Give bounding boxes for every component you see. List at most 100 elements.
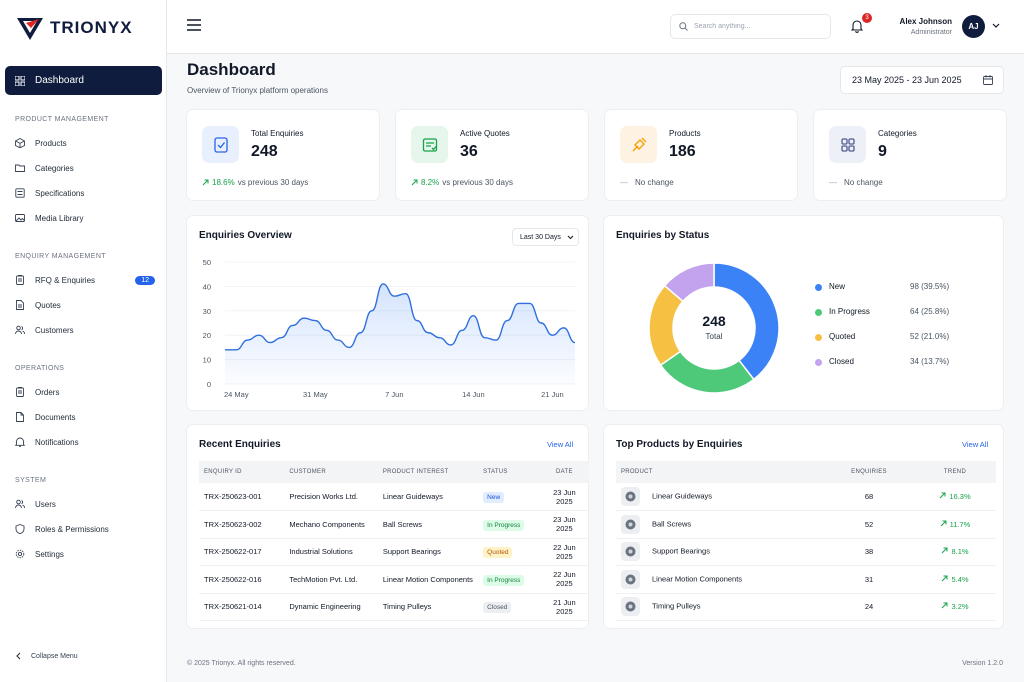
search-box[interactable] (670, 14, 831, 39)
categories-grid-icon (840, 137, 855, 152)
notifications-bell-icon[interactable] (851, 19, 863, 33)
table-row[interactable]: TRX-250621-014 Dynamic Engineering Timing … (199, 593, 589, 621)
legend-value: 64 (25.8%) (910, 307, 950, 316)
avatar[interactable]: AJ (962, 15, 985, 38)
top-products-view-all-link[interactable]: View All (962, 440, 989, 449)
brand-logo[interactable]: TRIONYX (16, 14, 133, 42)
sidebar-section-title: ENQUIRY MANAGEMENT (15, 253, 106, 260)
legend-item: In Progress 64 (25.8%) (815, 307, 985, 319)
user-name[interactable]: Alex Johnson (899, 17, 952, 26)
recent-view-all-link[interactable]: View All (547, 440, 574, 449)
collapse-menu-button[interactable]: Collapse Menu (15, 652, 78, 660)
trend-cell: 5.4% (914, 565, 996, 594)
enquiries-by-status-card: Enquiries by Status 248 Total New 98 (39.… (603, 215, 1004, 411)
column-header: DATE (539, 461, 589, 483)
enquiries-overview-title: Enquiries Overview (199, 230, 292, 241)
product-thumbnail-icon (621, 542, 640, 562)
table-row[interactable]: Support Bearings 38 8.1% (616, 538, 996, 566)
sidebar-item-orders[interactable]: Orders (15, 384, 155, 400)
stat-card-active-quotes[interactable]: Active Quotes 36 8.2% vs previous 30 days (395, 109, 589, 201)
trend-up-arrow-icon (942, 575, 948, 582)
sidebar-item-documents[interactable]: Documents (15, 409, 155, 425)
date-range-picker[interactable]: 23 May 2025 - 23 Jun 2025 (840, 66, 1004, 94)
sidebar-item-settings[interactable]: Settings (15, 546, 155, 562)
table-row[interactable]: TRX-250622-016 TechMotion Pvt. Ltd. Linear… (199, 565, 589, 594)
trend-up-arrow-icon (942, 602, 948, 609)
x-tick-label: 31 May (303, 390, 328, 399)
part-icon (625, 601, 636, 612)
footer-version: Version 1.2.0 (962, 660, 1003, 667)
status-badge: In Progress (483, 519, 525, 531)
donut-total-label: Total (705, 332, 723, 341)
product-thumbnail-icon (621, 597, 640, 617)
sidebar-item-products[interactable]: Products (15, 135, 155, 151)
sidebar-item-dashboard[interactable]: Dashboard (5, 66, 162, 95)
enquiry-date: 22 Jun 2025 (539, 538, 589, 566)
shield-icon (15, 524, 25, 534)
stat-icon-tile (411, 126, 448, 163)
recent-enquiries-title: Recent Enquiries (199, 439, 281, 450)
top-products-title: Top Products by Enquiries (616, 439, 743, 450)
sidebar-item-customers[interactable]: Customers (15, 322, 155, 338)
enquiry-id: TRX-250621-014 (199, 593, 285, 621)
chevron-down-icon[interactable] (992, 23, 1000, 29)
sidebar-section-title: PRODUCT MANAGEMENT (15, 116, 109, 123)
table-row[interactable]: TRX-250623-001 Precision Works Ltd. Linear… (199, 483, 589, 511)
sidebar-item-label: Products (35, 138, 67, 148)
stat-change-percent: 8.2% (421, 178, 440, 187)
table-row[interactable]: Linear Guideways 68 16.3% (616, 483, 996, 511)
sidebar-item-users[interactable]: Users (15, 496, 155, 512)
search-icon (679, 22, 688, 31)
x-tick-label: 7 Jun (385, 390, 403, 399)
sidebar-item-categories[interactable]: Categories (15, 160, 155, 176)
sidebar-item-label: Users (35, 499, 56, 509)
sidebar-item-roles-permissions[interactable]: Roles & Permissions (15, 521, 155, 537)
bell-icon (15, 437, 25, 447)
part-icon (625, 546, 636, 557)
status-cell: In Progress (478, 510, 540, 539)
table-row[interactable]: Timing Pulleys 24 3.2% (616, 593, 996, 621)
table-row[interactable]: Ball Screws 52 11.7% (616, 510, 996, 539)
gear-icon (15, 549, 25, 559)
sidebar-section-title: OPERATIONS (15, 365, 65, 372)
sidebar-item-quotes[interactable]: Quotes (15, 297, 155, 313)
trend-value: 3.2% (951, 602, 969, 612)
enquiry-count: 52 (824, 510, 914, 539)
product-cell: Linear Motion Components (616, 565, 824, 594)
status-cell: Quoted (478, 538, 540, 566)
chevron-down-icon (567, 235, 574, 239)
table-row[interactable]: Linear Motion Components 31 5.4% (616, 565, 996, 594)
stat-card-categories[interactable]: Categories 9 — No change (813, 109, 1007, 201)
series-line (225, 283, 576, 351)
stat-icon-tile (202, 126, 239, 163)
chevron-left-icon (16, 652, 21, 660)
sidebar-item-rfq-enquiries[interactable]: RFQ & Enquiries 12 (15, 272, 155, 288)
sidebar-item-notifications[interactable]: Notifications (15, 434, 155, 450)
stat-change: 18.6% vs previous 30 days (202, 178, 308, 187)
product-interest: Ball Screws (377, 510, 479, 539)
hamburger-menu-icon[interactable] (187, 19, 201, 31)
trend-value: 8.1% (951, 547, 969, 557)
box-icon (15, 138, 25, 148)
pie-slice-closed (663, 262, 715, 303)
legend-name: Quoted (829, 332, 856, 341)
table-row[interactable]: TRX-250623-002 Mechano Components Ball Scr… (199, 510, 589, 539)
image-icon (15, 214, 25, 222)
sidebar-item-media-library[interactable]: Media Library (15, 210, 155, 226)
table-row[interactable]: TRX-250622-017 Industrial Solutions Suppor… (199, 538, 589, 566)
period-select[interactable]: Last 30 Days (512, 228, 579, 246)
stat-card-products[interactable]: Products 186 — No change (604, 109, 798, 201)
trend-cell: 3.2% (914, 593, 996, 621)
column-header: ENQUIRY ID (199, 461, 285, 483)
sidebar-count-badge: 12 (135, 275, 155, 285)
clipboard-icon (16, 275, 24, 285)
part-icon (625, 574, 636, 585)
sidebar-item-specifications[interactable]: Specifications (15, 185, 155, 201)
search-input[interactable] (694, 23, 814, 30)
stat-card-total-enquiries[interactable]: Total Enquiries 248 18.6% vs previous 30 da… (186, 109, 380, 201)
stat-change-text: vs previous 30 days (442, 178, 513, 187)
product-tool-icon (632, 137, 646, 151)
customer-name: TechMotion Pvt. Ltd. (284, 565, 378, 594)
status-donut-chart (648, 262, 780, 394)
donut-total-value: 248 (702, 313, 726, 329)
